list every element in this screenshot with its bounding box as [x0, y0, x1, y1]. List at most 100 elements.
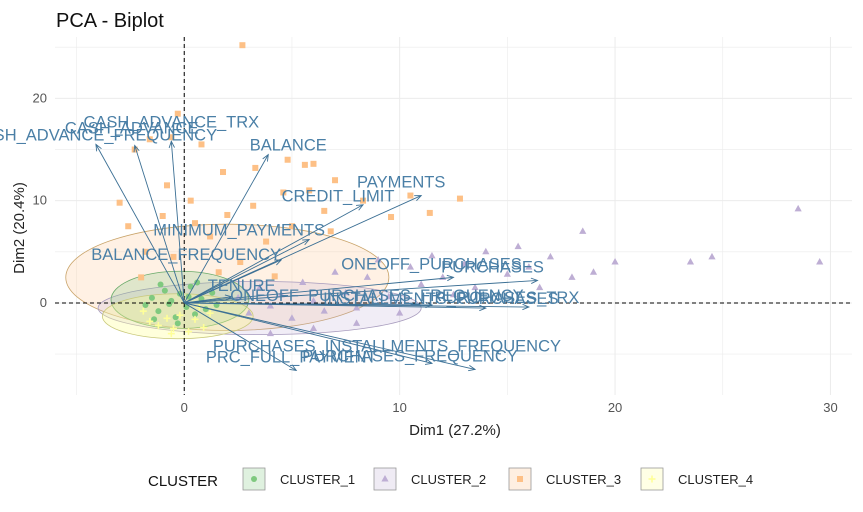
- point-cluster_2: [406, 263, 415, 270]
- x-axis-title: Dim1 (27.2%): [409, 422, 501, 439]
- point-cluster_2: [611, 258, 619, 265]
- point-cluster_1: [161, 287, 168, 294]
- point-cluster_1: [174, 320, 181, 327]
- arrowhead: [356, 204, 365, 211]
- arrow-credit_limit: [184, 204, 364, 304]
- point-cluster_1: [194, 279, 201, 286]
- x-tick-label: 20: [608, 400, 622, 415]
- point-cluster_2: [266, 329, 275, 337]
- point-cluster_2: [546, 252, 555, 260]
- variable-label: MINIMUM_PAYMENTS: [153, 222, 325, 240]
- variable-label: ONEOFF_PURCHASES: [341, 255, 522, 273]
- point-cluster_1: [192, 311, 199, 318]
- variable-label: INSTALLMENTS_PURCHASES: [323, 290, 558, 308]
- point-cluster_3: [456, 195, 463, 202]
- legend-entry-cluster_3: CLUSTER_3: [508, 467, 621, 491]
- point-cluster_3: [239, 42, 246, 49]
- point-cluster_3: [332, 177, 339, 184]
- point-cluster_3: [159, 213, 166, 219]
- variable-label: BALANCE: [250, 137, 327, 155]
- point-cluster_3: [407, 192, 414, 199]
- legend-label: CLUSTER_1: [280, 472, 355, 487]
- point-cluster_1: [148, 294, 155, 301]
- y-tick-label: 20: [33, 90, 47, 105]
- point-cluster_3: [198, 141, 205, 148]
- point-cluster_4: [154, 321, 162, 329]
- point-cluster_4: [176, 311, 184, 319]
- point-cluster_2: [449, 290, 458, 298]
- point-cluster_2: [589, 268, 598, 275]
- arrowhead: [95, 143, 102, 152]
- x-tick-label: 0: [181, 400, 188, 415]
- point-cluster_4: [200, 323, 208, 331]
- plot-background: [55, 37, 852, 395]
- point-cluster_2: [266, 302, 275, 309]
- variable-label: ONEOFF_PURCHASES_FREQUENCY: [230, 287, 523, 305]
- arrowhead: [168, 140, 175, 149]
- arrow-purchases: [184, 279, 538, 304]
- point-cluster_3: [280, 189, 287, 196]
- y-axis-title: Dim2 (20.4%): [11, 182, 28, 274]
- arrow-cash_advance_frequency: [95, 144, 185, 304]
- plot-area: [55, 37, 852, 395]
- point-cluster_2: [417, 280, 425, 288]
- point-cluster_4: [167, 330, 175, 338]
- point-cluster_3: [426, 209, 433, 216]
- point-cluster_4: [191, 315, 199, 323]
- legend-key-symbol: [381, 475, 389, 482]
- point-cluster_2: [288, 314, 296, 321]
- arrowhead: [274, 259, 283, 266]
- arrowhead: [468, 364, 477, 372]
- point-cluster_3: [215, 269, 222, 276]
- point-cluster_2: [686, 258, 695, 265]
- cluster-ellipse: [110, 270, 250, 329]
- point-cluster_2: [256, 283, 264, 291]
- reference-lines: [55, 37, 852, 395]
- variable-label: PURCHASES_INSTALLMENTS_FREQUENCY: [213, 337, 561, 355]
- chart-title: PCA - Biplot: [56, 10, 164, 32]
- x-tick-label: 10: [392, 400, 406, 415]
- point-cluster_3: [220, 169, 227, 176]
- point-cluster_3: [224, 211, 231, 218]
- point-cluster_3: [207, 233, 214, 240]
- point-cluster_2: [234, 293, 242, 301]
- point-cluster_2: [525, 263, 533, 270]
- point-cluster_3: [250, 202, 257, 209]
- y-tick-label: 10: [33, 193, 47, 208]
- variable-label: PRC_FULL_PAYMENT: [206, 348, 377, 366]
- arrow-purchases_trx: [184, 302, 529, 308]
- point-cluster_1: [142, 301, 149, 308]
- point-cluster_4: [169, 325, 177, 333]
- legend-key-symbol: [251, 476, 257, 482]
- legend-entry-cluster_4: CLUSTER_4: [640, 467, 753, 491]
- point-cluster_3: [237, 259, 244, 266]
- arrow-purchases_installments_frequency: [184, 302, 433, 364]
- point-cluster_3: [138, 274, 145, 281]
- point-cluster_3: [284, 156, 291, 163]
- variable-label: CREDIT_LIMIT: [282, 188, 395, 206]
- variable-label: PURCHASES: [441, 258, 544, 276]
- point-cluster_2: [385, 292, 393, 300]
- point-cluster_2: [568, 273, 576, 280]
- grid-lines: [55, 37, 852, 395]
- arrowhead: [522, 303, 531, 311]
- legend-label: CLUSTER_4: [678, 472, 753, 487]
- point-cluster_2: [428, 251, 436, 259]
- point-cluster_3: [168, 134, 175, 141]
- legend: CLUSTER CLUSTER_1 CLUSTER_2 CLUSTER_3 CLUST…: [148, 467, 753, 491]
- point-cluster_4: [146, 317, 154, 325]
- arrowhead: [530, 277, 539, 284]
- arrow-purchases_frequency: [184, 302, 476, 370]
- point-cluster_3: [170, 253, 177, 260]
- point-cluster_2: [396, 309, 404, 316]
- arrowhead: [262, 153, 269, 162]
- point-cluster_2: [503, 270, 511, 277]
- point-cluster_3: [271, 273, 278, 280]
- point-cluster_2: [245, 309, 253, 316]
- arrow-minimum_payments: [184, 239, 310, 304]
- point-cluster_3: [306, 187, 313, 194]
- point-cluster_3: [164, 182, 171, 189]
- legend-key-symbol: [517, 476, 523, 482]
- arrowhead: [133, 144, 140, 153]
- point-cluster_2: [460, 260, 468, 267]
